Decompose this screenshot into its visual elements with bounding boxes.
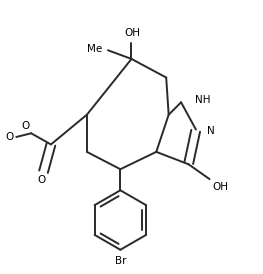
Text: N: N [207, 126, 215, 136]
Text: Br: Br [115, 256, 126, 266]
Text: Me: Me [87, 44, 102, 54]
Text: OH: OH [212, 182, 228, 192]
Text: OH: OH [125, 28, 141, 38]
Text: NH: NH [195, 95, 210, 105]
Text: O: O [6, 132, 14, 142]
Text: O: O [37, 175, 45, 185]
Text: O: O [22, 121, 30, 131]
